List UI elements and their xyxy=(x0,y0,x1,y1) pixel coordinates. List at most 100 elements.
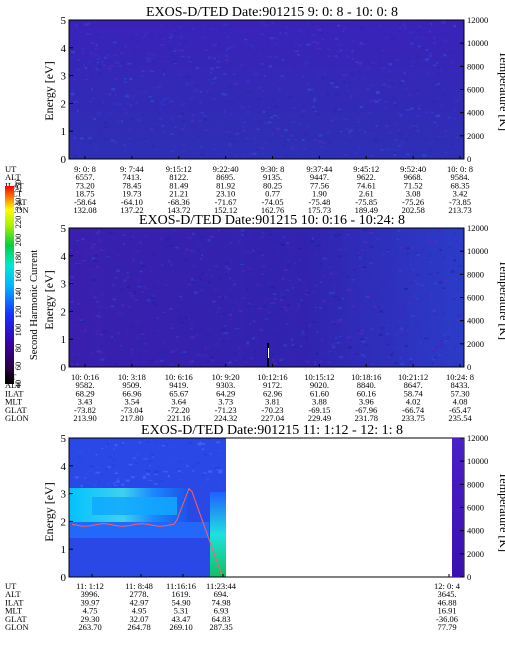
noise-cell xyxy=(300,345,302,348)
noise-cell xyxy=(86,61,91,63)
noise-cell xyxy=(190,336,195,339)
noise-cell xyxy=(224,266,229,268)
noise-cell xyxy=(281,277,285,280)
noise-cell xyxy=(147,288,151,290)
noise-cell xyxy=(101,293,104,297)
noise-cell xyxy=(204,129,208,132)
noise-cell xyxy=(409,263,412,266)
noise-cell xyxy=(196,334,199,336)
table-cell: -73.85 xyxy=(449,197,471,207)
noise-cell xyxy=(132,259,135,261)
noise-cell xyxy=(359,105,364,109)
noise-cell xyxy=(263,122,269,124)
noise-cell xyxy=(88,142,92,144)
noise-cell xyxy=(214,76,217,80)
noise-cell xyxy=(398,270,403,272)
noise-cell xyxy=(316,145,319,148)
noise-cell xyxy=(291,343,295,347)
noise-cell xyxy=(250,44,255,48)
noise-cell xyxy=(170,264,173,266)
noise-cell xyxy=(233,352,237,355)
noise-cell xyxy=(370,245,374,248)
noise-cell xyxy=(108,314,111,316)
noise-cell xyxy=(97,292,102,295)
noise-cell xyxy=(365,295,370,298)
noise-cell xyxy=(333,296,337,298)
noise-cell xyxy=(346,234,350,236)
noise-cell xyxy=(92,243,97,246)
noise-cell xyxy=(195,279,200,282)
noise-cell xyxy=(228,142,231,145)
noise-cell xyxy=(413,279,418,282)
noise-cell xyxy=(263,305,268,307)
table-cell: 9:22:40 xyxy=(213,164,239,174)
noise-cell xyxy=(205,302,208,305)
noise-cell xyxy=(358,256,362,259)
noise-cell xyxy=(120,443,123,446)
noise-cell xyxy=(421,46,424,50)
y-tick-label: 3 xyxy=(61,279,67,291)
y2-tick-label: 2000 xyxy=(467,339,484,349)
noise-cell xyxy=(198,140,201,142)
noise-cell xyxy=(202,356,205,358)
noise-cell xyxy=(113,482,115,485)
noise-cell xyxy=(142,476,147,479)
noise-cell xyxy=(93,296,97,299)
noise-cell xyxy=(213,44,217,46)
noise-cell xyxy=(371,62,376,65)
noise-cell xyxy=(202,472,207,474)
noise-cell xyxy=(320,355,325,357)
noise-cell xyxy=(403,327,407,330)
noise-cell xyxy=(285,245,287,248)
table-cell: 264.78 xyxy=(127,622,150,632)
noise-cell xyxy=(346,127,349,130)
noise-cell xyxy=(407,127,411,129)
noise-cell xyxy=(115,450,118,452)
noise-cell xyxy=(438,72,441,75)
color-bar-gradient xyxy=(5,186,14,384)
table-cell: 5.31 xyxy=(174,606,189,616)
noise-cell xyxy=(109,305,114,308)
noise-cell xyxy=(456,319,459,322)
noise-cell xyxy=(165,443,168,446)
noise-cell xyxy=(307,88,312,91)
noise-cell xyxy=(378,98,381,101)
noise-cell xyxy=(113,463,117,465)
noise-cell xyxy=(247,340,249,343)
noise-cell xyxy=(141,333,145,336)
noise-cell xyxy=(251,311,254,314)
noise-cell xyxy=(160,237,163,239)
noise-cell xyxy=(72,462,77,464)
noise-cell xyxy=(79,262,81,264)
noise-cell xyxy=(192,114,195,117)
noise-cell xyxy=(412,77,415,80)
noise-cell xyxy=(93,53,98,56)
noise-cell xyxy=(137,318,141,321)
noise-cell xyxy=(200,105,204,107)
table-cell: 229.49 xyxy=(308,413,331,423)
noise-cell xyxy=(217,229,221,232)
noise-cell xyxy=(354,110,356,112)
noise-cell xyxy=(281,59,285,61)
noise-cell xyxy=(244,345,248,349)
noise-cell xyxy=(252,320,256,323)
noise-cell xyxy=(84,477,87,479)
noise-cell xyxy=(283,317,287,319)
noise-cell xyxy=(195,84,199,87)
noise-cell xyxy=(211,275,214,277)
noise-cell xyxy=(332,85,335,89)
noise-cell xyxy=(116,312,120,315)
noise-cell xyxy=(162,341,165,344)
noise-cell xyxy=(297,304,300,307)
noise-cell xyxy=(427,142,430,145)
noise-cell xyxy=(85,33,89,35)
noise-cell xyxy=(319,307,323,309)
noise-cell xyxy=(133,291,136,294)
noise-cell xyxy=(450,143,454,146)
noise-cell xyxy=(187,237,192,239)
noise-cell xyxy=(246,88,250,90)
noise-cell xyxy=(213,143,216,145)
noise-cell xyxy=(101,448,104,450)
noise-cell xyxy=(434,282,438,285)
noise-cell xyxy=(100,30,103,33)
